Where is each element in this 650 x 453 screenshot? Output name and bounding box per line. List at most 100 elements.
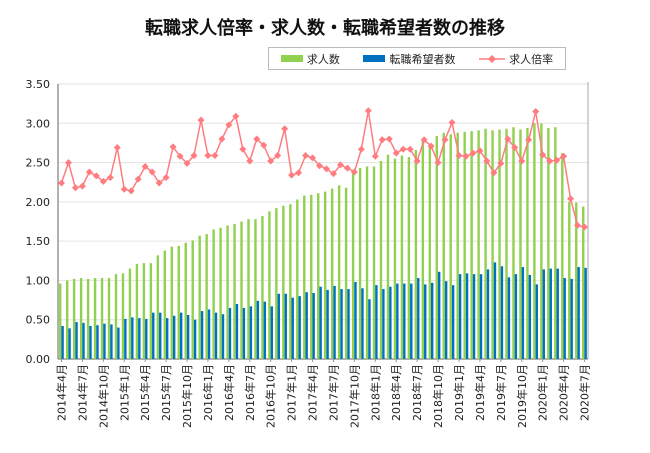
ratio-point	[511, 144, 519, 152]
bar-job-seekers	[166, 318, 169, 359]
chart-title: 転職求人倍率・求人数・転職希望者数の推移	[145, 18, 505, 39]
x-tick-label: 2020年7月	[578, 364, 592, 421]
bar-job-seekers	[256, 300, 260, 359]
bar-job-seekers	[207, 309, 211, 359]
bar-job-openings	[149, 263, 153, 359]
ratio-point	[483, 157, 491, 165]
bar-job-openings	[128, 268, 132, 359]
bar-job-openings	[526, 128, 529, 359]
ratio-point	[322, 165, 330, 173]
bar-job-openings	[386, 154, 390, 359]
x-tick-label: 2014年10月	[96, 364, 110, 428]
bar-job-openings	[470, 131, 473, 359]
bar-job-openings	[428, 143, 432, 359]
bar-job-openings	[310, 194, 313, 359]
bar-job-seekers	[347, 289, 350, 359]
bar-job-openings	[198, 235, 201, 359]
x-tick-label: 2018年4月	[389, 364, 403, 421]
ratio-point	[420, 136, 428, 144]
bar-job-seekers	[486, 269, 490, 359]
bar-job-openings	[282, 205, 285, 359]
bar-job-seekers	[375, 285, 378, 359]
ratio-point	[141, 163, 149, 170]
bar-job-seekers	[277, 293, 280, 359]
bar-job-seekers	[68, 328, 71, 359]
ratio-point	[295, 169, 303, 177]
bar-job-openings	[114, 274, 118, 359]
bar-job-seekers	[493, 262, 497, 359]
bar-job-openings	[212, 229, 215, 359]
legend-label: 求人倍率	[509, 52, 554, 66]
ratio-point	[120, 185, 128, 193]
bar-job-openings	[519, 129, 522, 359]
ratio-point	[497, 159, 505, 167]
bar-job-seekers	[242, 307, 246, 359]
bar-job-seekers	[249, 306, 253, 359]
bar-job-openings	[100, 278, 104, 359]
legend-line-marker	[479, 54, 506, 63]
bar-job-openings	[442, 132, 445, 359]
bar-job-openings	[498, 129, 501, 359]
bar-job-seekers	[103, 323, 106, 359]
ratio-point	[406, 145, 414, 153]
bar-job-openings	[268, 211, 271, 359]
bar-job-seekers	[479, 274, 483, 359]
bar-job-seekers	[172, 315, 176, 359]
ratio-point	[357, 145, 365, 153]
ratio-point	[316, 162, 324, 170]
bar-job-openings	[65, 280, 69, 359]
bar-job-seekers	[152, 312, 155, 359]
x-tick-label: 2016年7月	[243, 364, 257, 421]
bar-job-seekers	[305, 292, 308, 359]
x-tick-label: 2018年7月	[410, 364, 424, 421]
bar-job-seekers	[312, 293, 315, 359]
bar-job-openings	[554, 127, 557, 359]
legend-item-job-openings: 求人数	[280, 51, 340, 67]
bar-job-seekers	[138, 318, 141, 359]
ratio-point	[504, 135, 512, 143]
y-tick-label: 1.00	[26, 274, 51, 287]
ratio-point	[532, 108, 540, 115]
bar-job-seekers	[396, 283, 399, 359]
ratio-point	[267, 157, 275, 165]
bar-job-seekers	[82, 322, 85, 359]
x-tick-label: 2016年1月	[201, 364, 215, 421]
y-tick-label: 3.50	[26, 78, 51, 91]
bar-job-seekers	[179, 312, 183, 359]
ratio-point	[148, 168, 156, 176]
bar-job-openings	[407, 157, 411, 359]
x-tick-label: 2016年4月	[222, 364, 236, 421]
ratio-point	[288, 171, 296, 179]
ratio-point	[57, 179, 65, 187]
ratio-point	[462, 152, 470, 160]
bar-job-seekers	[270, 306, 274, 359]
bar-job-openings	[240, 221, 243, 359]
bar-job-openings	[575, 202, 578, 359]
bar-job-seekers	[437, 271, 441, 359]
bar-job-openings	[317, 193, 320, 359]
y-tick-label: 3.00	[26, 117, 51, 130]
bar-job-seekers	[214, 312, 218, 359]
bar-job-seekers	[514, 274, 518, 359]
ratio-point	[92, 172, 100, 180]
ratio-point	[378, 136, 386, 144]
bar-job-openings	[156, 255, 160, 359]
bar-job-openings	[358, 168, 362, 359]
bar-job-openings	[582, 206, 585, 359]
bar-job-seekers	[465, 273, 469, 359]
ratio-point	[281, 125, 289, 133]
ratio-point	[448, 119, 456, 126]
bar-job-openings	[505, 128, 508, 359]
bar-job-seekers	[159, 312, 162, 359]
bar-job-seekers	[472, 274, 476, 359]
bar-job-openings	[93, 278, 97, 359]
ratio-point	[469, 149, 477, 157]
bar-job-openings	[540, 123, 543, 360]
bar-job-openings	[163, 250, 167, 359]
legend: 求人数 転職希望者数 求人倍率	[268, 47, 566, 70]
bar-job-seekers	[403, 283, 406, 359]
bar-job-seekers	[549, 268, 552, 359]
bar-job-seekers	[431, 282, 434, 359]
x-tick-label: 2019年1月	[452, 364, 466, 421]
bar-job-openings	[254, 219, 257, 359]
